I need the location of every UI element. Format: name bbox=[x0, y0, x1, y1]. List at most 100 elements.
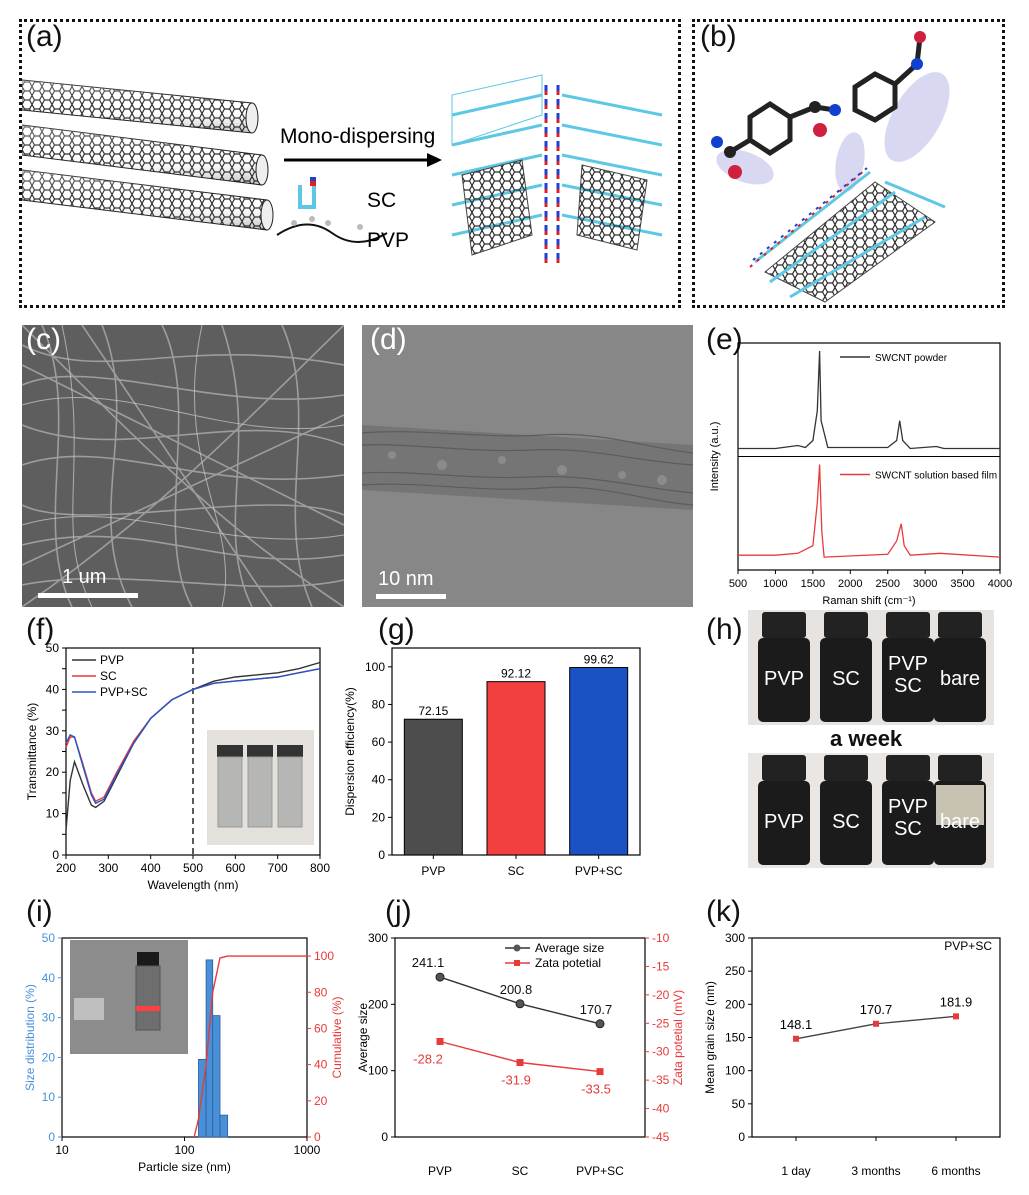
y2-tick-label: -20 bbox=[652, 988, 670, 1002]
x-axis-label: Raman shift (cm⁻¹) bbox=[822, 595, 915, 607]
panel-label-c: (c) bbox=[26, 323, 61, 356]
y-tick-label: 250 bbox=[725, 964, 745, 978]
y-tick-label: 0 bbox=[48, 1130, 55, 1144]
sem-scale-label: 1 um bbox=[62, 566, 107, 588]
legend-label-0: Average size bbox=[535, 941, 604, 955]
vial-cap-2 bbox=[886, 612, 930, 638]
series-point-1 bbox=[596, 1068, 604, 1076]
inset-vial-photo bbox=[207, 730, 314, 845]
schematic-a-frame bbox=[19, 19, 681, 308]
series-line-1 bbox=[439, 1040, 601, 1073]
vial-label-2: PVP bbox=[888, 653, 928, 675]
y-axis-label: Intensity (a.u.) bbox=[709, 422, 721, 492]
y2-tick-label: -30 bbox=[652, 1045, 670, 1059]
series-point bbox=[873, 1020, 879, 1027]
schematic-a: Mono-dispersing SC PVP bbox=[22, 74, 663, 265]
y-axis-label: Transmittance (%) bbox=[25, 703, 39, 801]
tem-scale-bar bbox=[376, 594, 446, 599]
x-tick-label: 4000 bbox=[988, 578, 1012, 590]
size-zeta-chart-j: 0 100 200 300 -45 -40 -35 -30 -25 -20 -15 -10 Averag… bbox=[356, 931, 685, 1178]
x-tick-label: 400 bbox=[141, 861, 161, 875]
x-tick-label: 3000 bbox=[913, 578, 937, 590]
vial-label-1: SC bbox=[832, 811, 860, 833]
x-tick-label: 1000 bbox=[763, 578, 787, 590]
point-label: 170.7 bbox=[860, 1002, 893, 1017]
y-tick-label: 30 bbox=[46, 724, 60, 738]
y-tick-label: 0 bbox=[52, 848, 59, 862]
sem-scale-bar bbox=[38, 593, 138, 598]
series-point-1 bbox=[516, 1059, 524, 1067]
y2-tick-label: 40 bbox=[314, 1058, 328, 1072]
y-tick-label: 100 bbox=[365, 660, 385, 674]
cumulative-line bbox=[193, 955, 307, 1138]
vial-cap-1 bbox=[247, 745, 273, 757]
legend-label-2: PVP+SC bbox=[100, 685, 148, 699]
vial-body-0 bbox=[758, 781, 810, 865]
x-tick-label: 100 bbox=[174, 1143, 194, 1157]
vials-caption: a week bbox=[830, 726, 903, 751]
x-tick-label-2: PVP+SC bbox=[575, 864, 623, 878]
inset-laser-beam bbox=[136, 1006, 160, 1011]
vial-cap-1 bbox=[824, 612, 868, 638]
x-tick-label-2: 6 months bbox=[931, 1164, 980, 1178]
series-line-1 bbox=[738, 464, 1001, 558]
bar-2 bbox=[569, 667, 629, 856]
x-tick-label: 1500 bbox=[801, 578, 825, 590]
y2-tick-label: -15 bbox=[652, 959, 670, 973]
tem-image-d bbox=[362, 325, 693, 607]
vial-label-1: SC bbox=[832, 668, 860, 690]
y-tick-label: 300 bbox=[725, 931, 745, 945]
y-axis-label: Dispersion efficiency(%) bbox=[343, 687, 357, 816]
vial-label-2: PVP bbox=[888, 796, 928, 818]
panel-label-a: (a) bbox=[26, 20, 63, 53]
panel-label-k: (k) bbox=[706, 895, 741, 928]
vial-photo-top: PVP SC PVP SC bare bbox=[748, 610, 994, 725]
legend-label-0: SWCNT powder bbox=[875, 353, 948, 364]
vial-body-3 bbox=[934, 638, 986, 722]
vial-cap-1 bbox=[824, 755, 868, 781]
series-point-0 bbox=[435, 972, 445, 982]
x-tick-label-1: SC bbox=[508, 864, 525, 878]
vial-body-1 bbox=[247, 756, 273, 828]
legend-label-1: SC bbox=[100, 669, 117, 683]
y2-tick-label: 0 bbox=[314, 1130, 321, 1144]
plot-frame bbox=[751, 937, 1001, 1138]
x-axis-label: Particle size (nm) bbox=[138, 1160, 231, 1174]
vial-label-0: PVP bbox=[764, 668, 804, 690]
point-label-0: 170.7 bbox=[580, 1002, 613, 1017]
vial-body-2 bbox=[277, 756, 303, 828]
y-tick-label: 40 bbox=[372, 773, 386, 787]
y-tick-label: 100 bbox=[368, 1064, 388, 1078]
size-distribution-chart-i: 10 100 100001020304050020406080100Particle… bbox=[23, 931, 344, 1174]
bar-value-label-1: 92.12 bbox=[501, 667, 531, 681]
sc-label: SC bbox=[367, 189, 396, 212]
y-tick-label: 20 bbox=[42, 1050, 56, 1064]
x-tick-label: 800 bbox=[310, 861, 330, 875]
vial-body-2 bbox=[882, 781, 934, 865]
arrow-label: Mono-dispersing bbox=[280, 125, 435, 148]
chart-annotation: PVP+SC bbox=[944, 939, 992, 953]
y-tick-label: 200 bbox=[368, 997, 388, 1011]
point-label-1: -31.9 bbox=[501, 1073, 531, 1088]
y-tick-label: 150 bbox=[725, 1031, 745, 1045]
series-point-0 bbox=[515, 999, 525, 1009]
b-nanotube bbox=[749, 167, 946, 303]
panel-label-f: (f) bbox=[26, 613, 55, 646]
plot-frame bbox=[394, 937, 646, 1138]
point-label: 148.1 bbox=[780, 1017, 813, 1032]
y-tick-label: 0 bbox=[381, 1130, 388, 1144]
inset-vial-body bbox=[135, 965, 161, 1031]
pvp-label: PVP bbox=[367, 229, 409, 252]
inset-laser-pointer bbox=[74, 998, 104, 1020]
y-tick-label: 100 bbox=[725, 1064, 745, 1078]
dispersed-nanotubes bbox=[451, 74, 663, 265]
x-tick-label-0: PVP bbox=[428, 1164, 452, 1178]
point-label-0: 241.1 bbox=[412, 955, 445, 970]
y-tick-label: 200 bbox=[725, 997, 745, 1011]
point-label-0: 200.8 bbox=[500, 982, 533, 997]
pvp-molecule-icon bbox=[276, 216, 388, 243]
vial-cap-0 bbox=[217, 745, 243, 757]
legend-label-1: SWCNT solution based film bbox=[875, 471, 997, 482]
